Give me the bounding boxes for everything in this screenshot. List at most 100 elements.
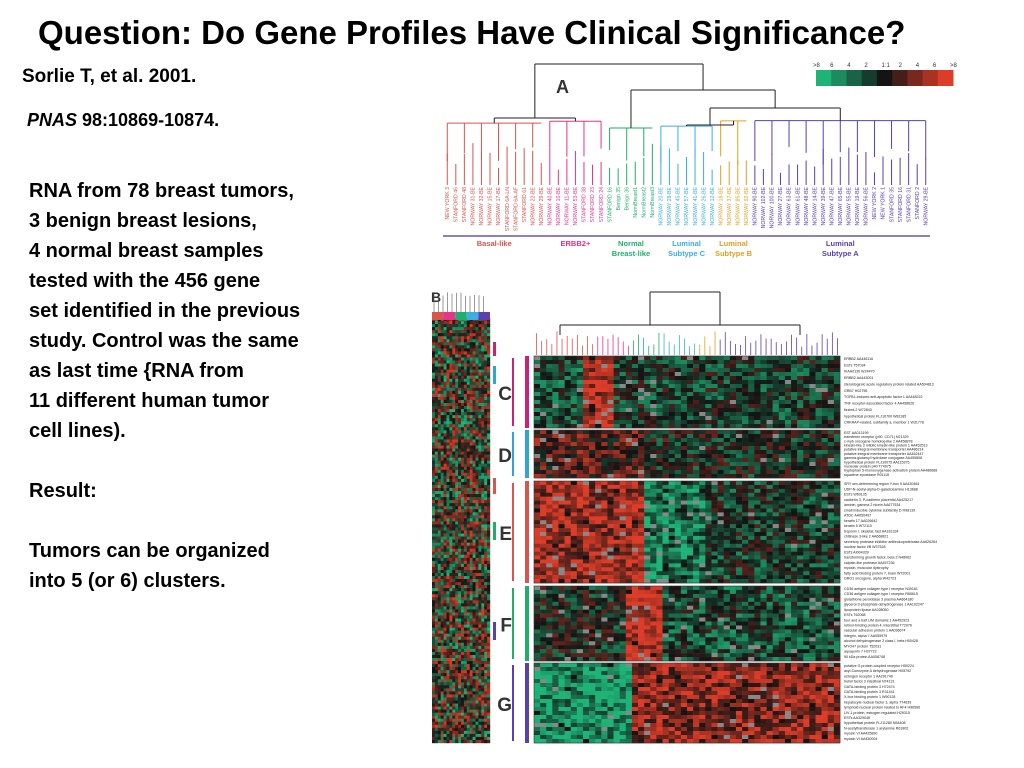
overview-cell <box>432 691 436 695</box>
overview-cell <box>440 554 444 559</box>
heatmap-cell <box>760 372 767 377</box>
heatmap-cell <box>827 442 835 447</box>
overview-cell <box>449 536 453 540</box>
heatmap-cell <box>582 356 590 361</box>
overview-cell <box>475 424 479 428</box>
overview-cell <box>437 351 441 355</box>
heatmap-cell <box>631 380 639 385</box>
heatmap-cell <box>705 392 712 397</box>
overview-cell <box>475 336 479 340</box>
overview-cell <box>484 727 488 732</box>
overview-cell <box>478 424 482 428</box>
overview-cell <box>466 506 470 510</box>
heatmap-cell <box>680 474 688 479</box>
heatmap-cell <box>687 430 694 435</box>
heatmap-cell <box>760 481 767 486</box>
overview-cell <box>481 661 485 665</box>
heatmap-cell <box>760 462 767 467</box>
overview-cell <box>461 363 465 367</box>
overview-cell <box>461 569 465 574</box>
overview-cell <box>455 715 459 719</box>
overview-cell <box>466 673 470 677</box>
overview-cell <box>478 488 482 492</box>
overview-cell <box>440 351 444 355</box>
overview-cell <box>443 676 447 680</box>
heatmap-cell <box>625 458 633 463</box>
overview-cell <box>472 412 476 416</box>
heatmap-cell <box>662 396 669 401</box>
overview-cell <box>475 515 479 519</box>
overview-cell <box>461 603 465 607</box>
heatmap-cell <box>687 384 694 389</box>
overview-cell <box>475 691 479 695</box>
heatmap-cell <box>784 356 792 361</box>
heatmap-cell <box>662 380 669 385</box>
overview-cell <box>446 387 450 392</box>
overview-cell <box>434 454 438 458</box>
overview-cell <box>446 682 450 686</box>
heatmap-cell <box>723 481 731 486</box>
heatmap-cell <box>576 360 584 365</box>
heatmap-cell <box>827 396 835 401</box>
heatmap-cell <box>705 442 712 447</box>
overview-cell <box>440 621 444 625</box>
overview-cell <box>475 679 479 683</box>
heatmap-cell <box>809 376 816 381</box>
heatmap-cell <box>711 504 718 509</box>
overview-cell <box>461 721 465 725</box>
heatmap-cell <box>772 408 780 413</box>
heatmap-cell <box>650 396 657 401</box>
heatmap-cell <box>674 408 682 413</box>
heatmap-cell <box>735 470 743 475</box>
overview-cell <box>472 712 476 716</box>
overview-cell <box>461 536 465 540</box>
overview-cell <box>440 736 444 741</box>
overview-cell <box>478 694 482 698</box>
overview-cell <box>466 706 470 710</box>
overview-cell <box>455 730 459 735</box>
overview-cell <box>475 724 479 729</box>
overview-cell <box>446 503 450 507</box>
heatmap-cell <box>760 424 767 429</box>
overview-cell <box>461 645 465 650</box>
overview-cell <box>487 433 491 437</box>
overview-cell <box>461 460 465 464</box>
heatmap-cell <box>638 360 645 365</box>
heatmap-cell <box>784 368 792 373</box>
overview-cell <box>452 478 456 483</box>
overview-cell <box>463 661 467 665</box>
heatmap-cell <box>766 408 773 413</box>
overview-cell <box>481 336 485 340</box>
overview-cell <box>458 424 462 428</box>
heatmap-cell <box>815 388 822 393</box>
overview-cell <box>446 415 450 419</box>
heatmap-cell <box>619 484 627 490</box>
overview-cell <box>478 339 482 343</box>
overview-cell <box>434 390 438 395</box>
heatmap-cell <box>601 470 608 475</box>
overview-cell <box>472 536 476 540</box>
overview-cell <box>472 451 476 455</box>
heatmap-cell <box>693 424 700 429</box>
heatmap-cell <box>576 450 584 455</box>
heatmap-cell <box>540 500 547 505</box>
heatmap-cell <box>693 360 700 365</box>
cluster-heatmap-border <box>533 355 841 429</box>
overview-cell <box>481 633 485 637</box>
overview-cell <box>449 594 453 598</box>
heatmap-cell <box>582 434 590 439</box>
overview-cell <box>458 566 462 571</box>
overview-cell <box>487 730 491 735</box>
overview-cell <box>469 539 473 543</box>
overview-cell <box>455 557 459 562</box>
overview-cell <box>434 503 438 507</box>
heatmap-cell <box>601 368 608 373</box>
overview-cell <box>446 512 450 516</box>
overview-cell <box>432 509 436 513</box>
overview-cell <box>437 381 441 385</box>
overview-cell <box>452 518 456 522</box>
overview-cell <box>461 330 465 334</box>
overview-cell <box>446 357 450 361</box>
overview-cell <box>472 594 476 598</box>
overview-cell <box>478 664 482 668</box>
